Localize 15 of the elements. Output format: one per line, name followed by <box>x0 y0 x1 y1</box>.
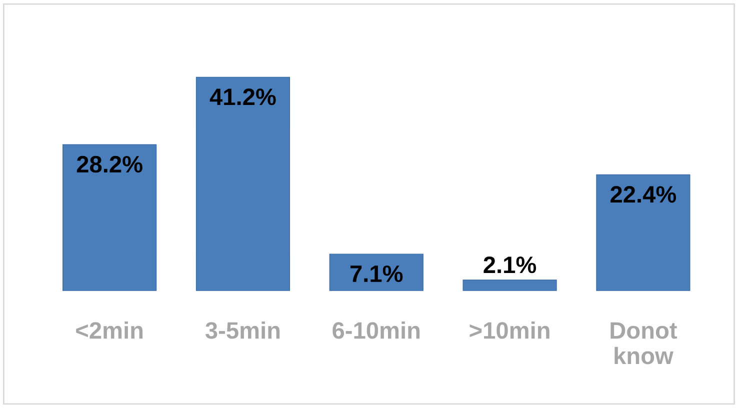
bar <box>196 76 290 291</box>
data-label: 41.2% <box>210 88 276 106</box>
data-label: 22.4% <box>610 186 676 203</box>
x-tick-label: >10min <box>470 321 550 339</box>
bar <box>62 144 157 291</box>
data-label: 7.1% <box>350 265 403 282</box>
x-tick-label: Donot know <box>610 322 677 364</box>
bar <box>596 174 690 291</box>
data-label: 28.2% <box>76 156 142 173</box>
x-tick-label: 3-5min <box>205 321 280 339</box>
x-tick-label: 6-10min <box>332 321 420 339</box>
bar <box>329 254 424 291</box>
bar <box>462 280 557 291</box>
data-label: 2.1% <box>484 256 536 274</box>
x-tick-label: <2min <box>76 321 143 339</box>
